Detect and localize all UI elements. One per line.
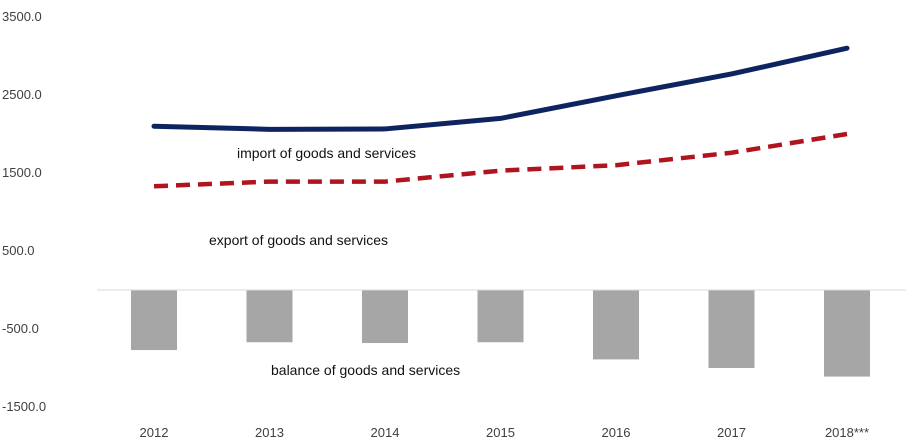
x-tick-label: 2013 — [255, 425, 284, 440]
balance-bar — [477, 290, 524, 343]
y-tick-label: 2500.0 — [2, 87, 42, 102]
x-tick-label: 2018*** — [825, 425, 869, 440]
import-series-line — [151, 45, 850, 132]
y-tick-label: 3500.0 — [2, 9, 42, 24]
x-tick-label: 2012 — [140, 425, 169, 440]
balance-bar — [131, 290, 177, 351]
balance-series-label: balance of goods and services — [271, 362, 460, 378]
x-axis-ticks: 2012 2013 2014 2015 2016 2017 2018*** — [140, 425, 870, 440]
y-axis-ticks: 3500.0 2500.0 1500.0 500.0 -500.0 -1500.0 — [2, 9, 46, 414]
balance-bars — [131, 290, 870, 377]
export-series-label: export of goods and services — [209, 232, 388, 248]
y-tick-label: 1500.0 — [2, 165, 42, 180]
import-series-label: import of goods and services — [237, 145, 416, 161]
balance-bar — [246, 290, 293, 343]
balance-bar — [593, 290, 639, 360]
y-tick-label: -500.0 — [2, 321, 39, 336]
export-series-line — [153, 131, 848, 189]
balance-bar — [824, 290, 870, 377]
x-tick-label: 2017 — [717, 425, 746, 440]
x-tick-label: 2016 — [602, 425, 631, 440]
y-tick-label: -1500.0 — [2, 399, 46, 414]
x-tick-label: 2015 — [486, 425, 515, 440]
balance-bar — [708, 290, 755, 368]
y-tick-label: 500.0 — [2, 243, 35, 258]
balance-bar — [362, 290, 408, 344]
x-tick-label: 2014 — [371, 425, 400, 440]
